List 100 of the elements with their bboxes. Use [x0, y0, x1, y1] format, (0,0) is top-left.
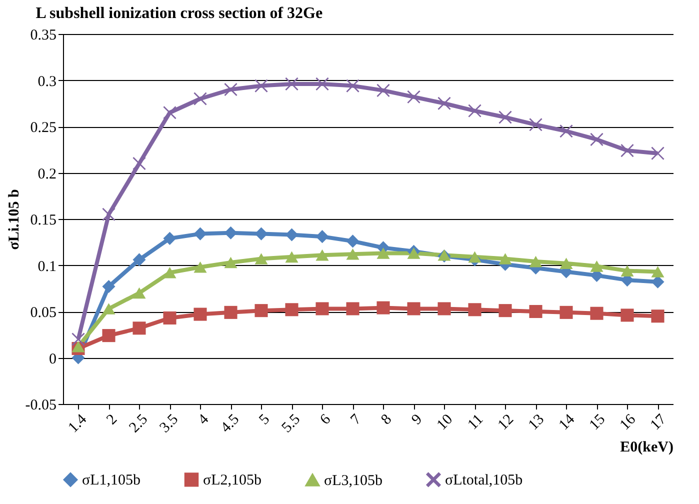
- point: [102, 208, 116, 221]
- point: [651, 310, 664, 323]
- point: [620, 144, 634, 158]
- point: [560, 258, 573, 270]
- point: [194, 261, 207, 273]
- point: [132, 287, 146, 299]
- x-tick-label: 2.5: [126, 412, 152, 436]
- point: [498, 304, 512, 318]
- point: [194, 227, 207, 240]
- y-tick-label: 0.25: [30, 120, 56, 136]
- point: [132, 253, 146, 266]
- x-tick-label: 6: [317, 411, 334, 428]
- point: [560, 306, 573, 319]
- x-tick-label: 5.5: [278, 412, 304, 436]
- point: [163, 106, 176, 120]
- point: [316, 302, 329, 316]
- x-axis-title: E0(keV): [620, 439, 674, 456]
- x-tick-label: 16: [617, 411, 640, 434]
- point: [407, 302, 420, 316]
- point: [560, 124, 573, 138]
- point: [132, 322, 146, 335]
- y-tick-label: 0.05: [30, 305, 56, 321]
- point: [438, 302, 451, 316]
- legend-label: σL1,105b: [82, 472, 140, 489]
- point: [254, 253, 268, 264]
- y-tick-label: 0.15: [30, 212, 56, 228]
- point: [376, 301, 390, 314]
- point: [590, 260, 604, 272]
- point: [468, 251, 482, 263]
- point: [194, 308, 207, 321]
- point: [285, 77, 298, 90]
- x-tick-label: 1.4: [65, 411, 90, 436]
- chart-title: L subshell ionization cross section of 32Ge: [36, 5, 323, 22]
- point: [316, 230, 329, 244]
- y-tick-label: 0.35: [30, 28, 56, 44]
- legend-label: σL3,105b: [324, 473, 382, 490]
- point: [254, 227, 268, 240]
- point: [285, 303, 298, 316]
- x-tick-label: 12: [495, 412, 518, 434]
- point: [224, 306, 238, 319]
- point: [438, 96, 451, 110]
- x-tick-label: 11: [465, 412, 487, 434]
- y-axis-title: σLi.105 b: [6, 189, 22, 250]
- point: [163, 311, 176, 324]
- point: [407, 90, 420, 104]
- point: [102, 303, 116, 314]
- point: [590, 306, 604, 320]
- point: [651, 275, 664, 288]
- point: [254, 304, 268, 318]
- point: [285, 228, 298, 242]
- y-tick-label: 0.3: [38, 74, 56, 90]
- point: [163, 267, 176, 278]
- point: [468, 303, 482, 316]
- x-tick-label: 7: [348, 411, 365, 428]
- x-tick-label: 15: [586, 412, 609, 434]
- y-tick-label: 0.1: [38, 258, 56, 275]
- point: [346, 234, 360, 248]
- x-tick-label: 14: [556, 411, 578, 434]
- point: [102, 329, 116, 342]
- point: [376, 84, 390, 97]
- point: [346, 79, 360, 92]
- point: [163, 232, 176, 245]
- point: [407, 248, 420, 259]
- x-tick-label: 4.5: [218, 412, 243, 436]
- point: [316, 77, 329, 90]
- point: [254, 79, 268, 92]
- point: [498, 253, 512, 264]
- point: [346, 302, 360, 316]
- x-tick-label: 10: [434, 412, 456, 434]
- point: [102, 280, 116, 294]
- point: [529, 304, 542, 318]
- point: [224, 82, 238, 96]
- point: [346, 248, 360, 260]
- y-tick-label: -0.05: [25, 398, 56, 414]
- point: [224, 256, 238, 268]
- legend-label: σLtotal,105b: [445, 472, 523, 489]
- point: [224, 226, 238, 240]
- y-tick-label: 0.2: [38, 166, 56, 182]
- point: [651, 146, 664, 160]
- point: [620, 308, 634, 322]
- x-tick-label: 8: [378, 412, 396, 428]
- point: [529, 118, 542, 132]
- x-tick-label: 2: [104, 412, 121, 428]
- point: [376, 248, 390, 259]
- x-tick-label: 5: [256, 412, 274, 428]
- point: [132, 156, 146, 170]
- point: [620, 265, 634, 276]
- point: [590, 132, 604, 146]
- point: [72, 341, 85, 352]
- x-tick-label: 3.5: [156, 412, 182, 436]
- x-tick-label: 4: [195, 411, 212, 428]
- y-tick-label: 0: [49, 351, 56, 368]
- point: [651, 266, 664, 278]
- point: [285, 251, 298, 263]
- x-tick-label: 13: [526, 412, 548, 434]
- legend-label: σL2,105b: [203, 472, 262, 489]
- x-tick-label: 17: [648, 411, 670, 434]
- point: [529, 256, 542, 268]
- point: [316, 249, 329, 261]
- x-tick-label: 9: [408, 412, 426, 428]
